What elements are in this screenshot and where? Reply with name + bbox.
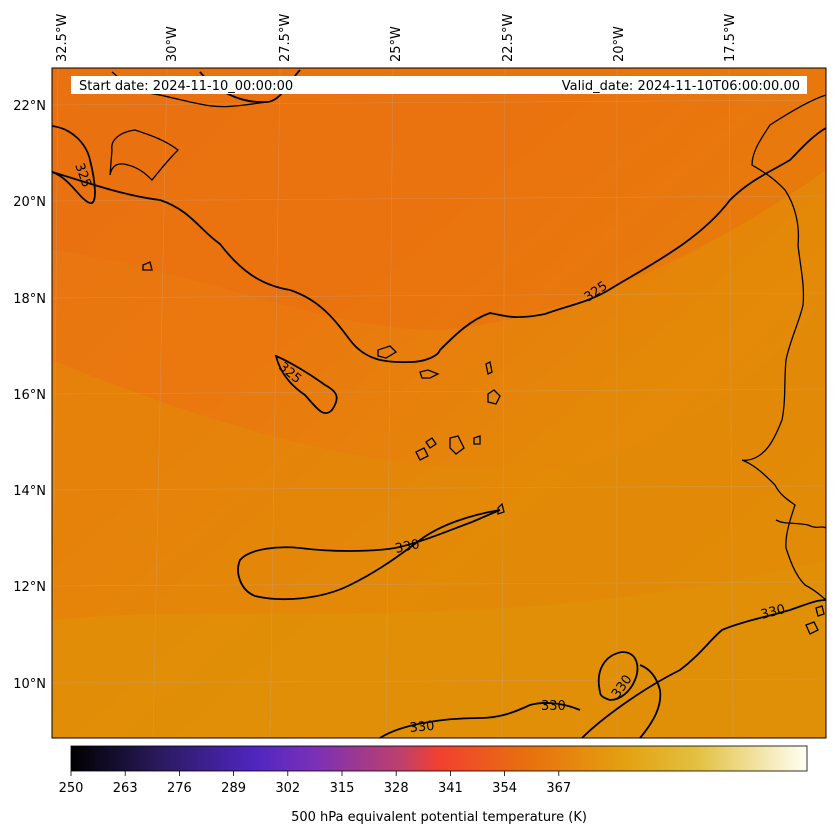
valid-date-label: Valid_date: 2024-11-10T06:00:00.00 [562,79,800,94]
island-6 [415,447,429,461]
island-8 [449,435,465,455]
colorbar: 250 263 276 289 302 315 328 341 354 367 500 hPa e… [59,745,808,825]
contour-label-330-d: 330 [541,699,566,714]
coast-canary [109,129,179,181]
colorbar-tick-label: 276 [167,781,192,796]
colorbar-tick-label: 289 [221,781,246,796]
contour-330-south [379,702,581,739]
colorbar-tick-label: 315 [330,781,355,796]
coast-mauritania [741,94,827,601]
lon-label-22-5w: 22.5°W [501,14,516,62]
island-1 [142,261,153,271]
contour-330-east [581,599,827,739]
contour-325-north [51,125,96,204]
colorbar-label: 500 hPa equivalent potential temperature… [291,810,587,825]
colorbar-tick-label: 302 [275,781,300,796]
contour-label-330-b: 330 [759,602,787,623]
lon-label-30w: 30°W [165,26,180,62]
lat-label-18n: 18°N [13,292,46,307]
island-4 [485,361,493,375]
lat-label-10n: 10°N [13,677,46,692]
map-panel [51,67,827,739]
lon-label-27-5w: 27.5°W [278,14,293,62]
colorbar-tick-label: 263 [113,781,138,796]
coastlines [109,71,827,635]
colorbar-tick-label: 367 [546,781,571,796]
lat-label-16n: 16°N [13,388,46,403]
colorbar-tick-label: 341 [438,781,463,796]
contour-label-330-e: 330 [409,719,435,736]
island-7 [425,437,437,449]
island-9 [473,435,481,445]
colorbar-tick-label: 354 [492,781,517,796]
map-frame [51,67,827,739]
contour-325-island [274,354,338,415]
island-2 [377,345,398,359]
longitude-labels: 32.5°W 30°W 27.5°W 25°W 22.5°W 20°W 17.5… [55,14,738,62]
contour-330-loop-south [597,651,662,739]
lat-label-12n: 12°N [13,580,46,595]
lat-label-22n: 22°N [13,99,46,114]
lon-label-20w: 20°W [612,26,627,62]
cool-band [52,68,826,330]
lat-label-14n: 14°N [13,484,46,499]
contour-label-330-a: 330 [394,537,421,557]
colorbar-gradient [70,745,808,772]
colorbar-tick-label: 328 [384,781,409,796]
graticule [51,67,827,739]
lon-label-17-5w: 17.5°W [723,14,738,62]
island-3 [419,369,440,379]
island-5 [487,389,501,405]
contour-330-loop [237,509,501,601]
warm-band-south [52,560,826,738]
colorbar-ticks: 250 263 276 289 302 315 328 341 354 367 [59,771,571,796]
coast-senegal [775,519,827,529]
date-banner [71,76,807,94]
lon-label-25w: 25°W [389,26,404,62]
island-10 [497,502,505,515]
lon-label-32-5w: 32.5°W [55,14,70,62]
latitude-labels: 22°N 20°N 18°N 16°N 14°N 12°N 10°N [13,99,46,692]
start-date-label: Start date: 2024-11-10_00:00:00 [79,79,293,94]
coast-guinea-islands [805,605,825,635]
colorbar-tick-label: 250 [59,781,84,796]
lat-label-20n: 20°N [13,195,46,210]
